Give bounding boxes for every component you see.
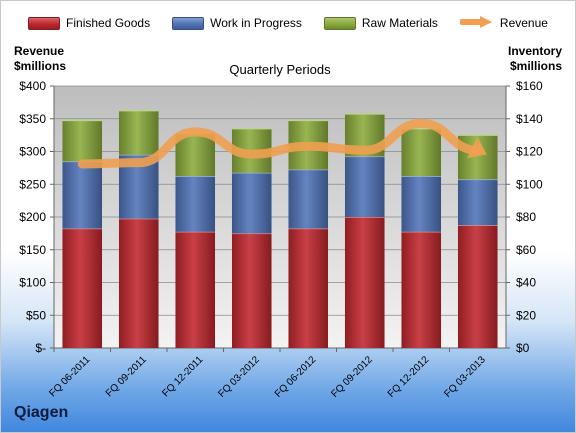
company-name: Qiagen (14, 404, 69, 421)
left-tick-label: $200 (19, 210, 46, 224)
bar-finished-goods (175, 231, 216, 348)
bar-work-in-progress (457, 179, 498, 226)
x-tick-label: FQ 03-2013 (442, 354, 488, 400)
left-axis-label-line1: Revenue (14, 44, 65, 58)
legend-arrow-icon (458, 15, 492, 28)
legend-item: Finished Goods (28, 16, 150, 30)
right-tick-label: $160 (516, 79, 543, 93)
bar-finished-goods (344, 217, 385, 348)
x-tick-label: FQ 03-2012 (216, 354, 262, 400)
bar-raw-materials (62, 120, 103, 162)
right-axis-label-line1: Inventory (507, 44, 562, 58)
left-tick-label: $150 (19, 243, 46, 257)
bar-finished-goods (401, 231, 442, 348)
bar-work-in-progress (401, 176, 442, 232)
legend-label: Work in Progress (210, 16, 302, 30)
x-tick-label: FQ 09-2011 (104, 354, 149, 399)
legend-label: Raw Materials (361, 16, 438, 30)
bar-raw-materials (401, 128, 442, 177)
bar-raw-materials (118, 110, 159, 155)
right-tick-label: $140 (516, 112, 543, 126)
left-tick-label: $250 (19, 177, 46, 191)
bar-work-in-progress (288, 169, 329, 229)
bar-work-in-progress (231, 172, 272, 234)
left-axis-label-line2: $millions (14, 59, 67, 73)
x-tick-label: FQ 06-2011 (47, 354, 92, 399)
legend-arrow-swatch (458, 15, 494, 32)
legend: Finished Goods Work in Progress Raw Materi… (0, 10, 576, 36)
revenue-line (77, 118, 483, 169)
x-tick-label: FQ 12-2011 (160, 354, 205, 399)
bar-finished-goods (231, 233, 272, 348)
legend-swatch (28, 16, 61, 30)
legend-item: Work in Progress (172, 16, 302, 30)
left-tick-label: $100 (19, 276, 46, 290)
left-tick-label: $350 (19, 112, 46, 126)
x-tick-label: FQ 09-2012 (329, 354, 375, 400)
revenue-arrowhead (467, 136, 487, 159)
right-tick-label: $0 (516, 341, 530, 355)
bar-finished-goods (457, 225, 498, 348)
bar-finished-goods (62, 228, 103, 348)
left-tick-label: $300 (19, 145, 46, 159)
right-tick-label: $20 (516, 308, 536, 322)
right-tick-label: $120 (516, 145, 543, 159)
x-tick-label: FQ 12-2012 (386, 354, 432, 400)
left-tick-label: $50 (26, 308, 46, 322)
right-axis-label-line2: $millions (509, 59, 562, 73)
legend-swatch (172, 16, 205, 30)
right-tick-label: $60 (516, 243, 536, 257)
left-axis-label: Revenue $millions (14, 44, 66, 74)
right-axis-label: Inventory $millions (508, 44, 562, 74)
bar-finished-goods (288, 228, 329, 348)
left-tick-label: $- (35, 341, 46, 355)
right-tick-label: $80 (516, 210, 536, 224)
bar-work-in-progress (175, 176, 216, 232)
legend-label: Revenue (499, 16, 548, 30)
bar-finished-goods (118, 218, 159, 348)
right-tick-label: $40 (516, 276, 536, 290)
x-tick-label: FQ 06-2012 (273, 354, 319, 400)
bar-raw-materials (175, 133, 216, 177)
bar-work-in-progress (62, 161, 103, 229)
chart-title: Quarterly Periods (229, 62, 331, 77)
legend-item: Revenue (458, 15, 548, 32)
bar-work-in-progress (344, 156, 385, 217)
legend-swatch (323, 16, 356, 30)
legend-label: Finished Goods (66, 16, 151, 30)
legend-item: Raw Materials (323, 16, 438, 30)
left-tick-label: $400 (19, 79, 46, 93)
right-tick-label: $100 (516, 177, 543, 191)
